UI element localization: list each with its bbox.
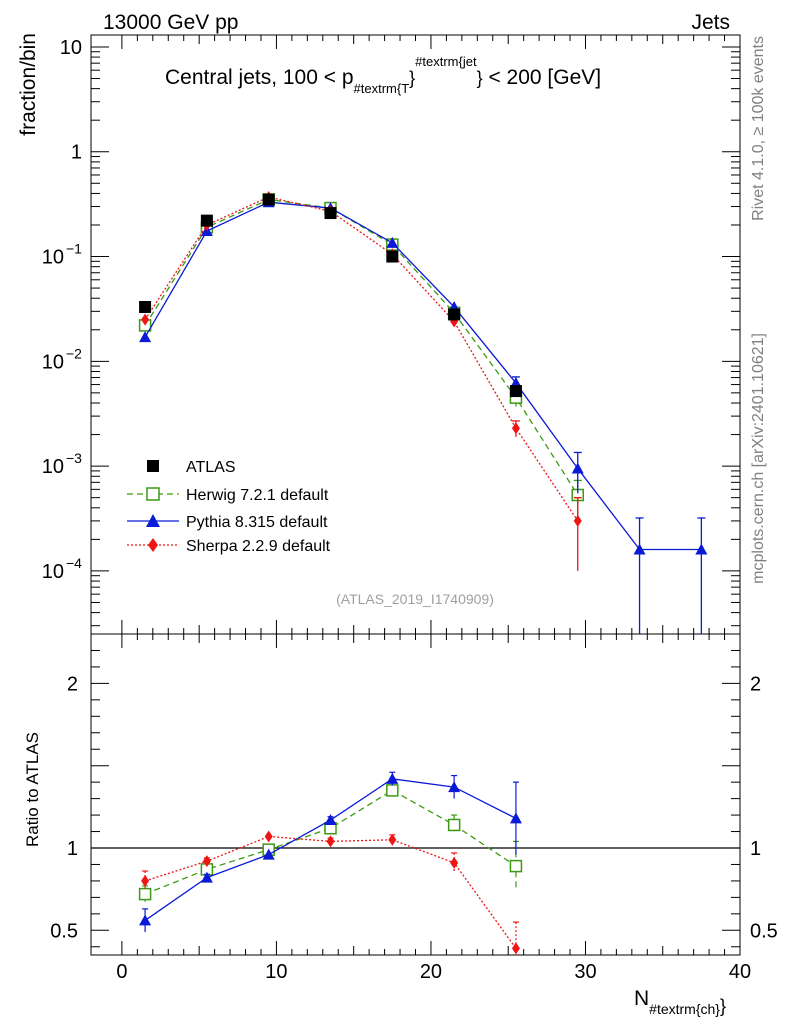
ratio-plot-frame: [90, 633, 741, 956]
series-point-2: [141, 313, 150, 326]
y-tick-label: 10: [42, 456, 64, 478]
ratio-y-tick-label-right: 0.5: [750, 920, 778, 942]
legend-herwig-label: Herwig 7.2.1 default: [186, 487, 329, 504]
y-axis-label: fraction/bin: [17, 33, 40, 136]
series-point-1: [139, 331, 152, 343]
x-tick-label: 40: [729, 961, 751, 983]
ratio-point-2: [388, 833, 397, 846]
series-point-1: [571, 462, 584, 474]
x-tick-label: 0: [116, 961, 127, 983]
legend-atlas-label: ATLAS: [186, 459, 236, 476]
ratio-y-tick-label: 1: [67, 838, 78, 860]
y-tick-label: 10: [42, 561, 64, 583]
rivet-version-label: Rivet 4.1.0, ≥ 100k events: [750, 36, 767, 221]
series-line-2: [144, 196, 579, 522]
atlas-data-point: [200, 214, 213, 227]
legend-pythia-marker: [146, 514, 160, 527]
x-axis-label: N#textrm{ch}}: [634, 987, 726, 1017]
series-point-2: [511, 422, 520, 435]
y-tick-label: 10: [42, 247, 64, 269]
mcplots-label: mcplots.cern.ch [arXiv:2401.10621]: [750, 333, 767, 584]
ratio-point-2: [202, 855, 211, 868]
y-tick-exponent: −3: [66, 450, 82, 466]
x-tick-label: 20: [420, 961, 442, 983]
ratio-point-2: [264, 830, 273, 843]
ratio-point-2: [450, 856, 459, 869]
ratio-point-0: [509, 859, 523, 873]
atlas-data-point: [509, 385, 522, 398]
y-tick-exponent: −1: [66, 241, 82, 257]
ratio-point-2: [326, 835, 335, 848]
ratio-y-tick-label: 0.5: [50, 920, 78, 942]
ratio-point-1: [324, 814, 337, 826]
series-point-1: [633, 543, 646, 555]
atlas-data-point: [324, 207, 337, 220]
legend: ATLAS Herwig 7.2.1 default Pythia 8.315 …: [127, 459, 331, 555]
ratio-line-1: [144, 778, 517, 921]
ratio-point-0: [386, 784, 399, 797]
ratio-point-1: [448, 781, 461, 793]
ratio-point-1: [509, 812, 522, 824]
y-tick-label: 10: [60, 37, 82, 59]
ratio-point-1: [200, 871, 213, 883]
legend-herwig-marker: [146, 487, 160, 501]
ratio-point-1: [262, 848, 275, 860]
series-point-2: [573, 514, 582, 527]
atlas-data-point: [448, 308, 461, 321]
process-label: Jets: [691, 11, 730, 34]
series-line-0: [144, 198, 579, 496]
atlas-data-point: [139, 300, 152, 313]
atlas-data-point: [386, 250, 399, 263]
ratio-point-2: [141, 874, 150, 887]
legend-sherpa-label: Sherpa 2.2.9 default: [186, 538, 331, 555]
legend-pythia-label: Pythia 8.315 default: [186, 514, 328, 531]
y-tick-exponent: −2: [66, 345, 82, 361]
series-point-1: [386, 236, 399, 248]
energy-label: 13000 GeV pp: [103, 11, 238, 34]
y-tick-label: 1: [71, 142, 82, 164]
x-tick-label: 30: [574, 961, 596, 983]
ratio-y-axis-label: Ratio to ATLAS: [23, 732, 42, 847]
series-line-1: [144, 201, 702, 551]
ratio-y-tick-label-right: 2: [750, 673, 761, 695]
ratio-point-1: [139, 914, 152, 926]
chart-title: Central jets, 100 < p#textrm{T}#textrm{j…: [165, 54, 601, 96]
ratio-point-1: [386, 772, 399, 784]
ratio-point-0: [447, 818, 461, 832]
analysis-id-label: (ATLAS_2019_I1740909): [336, 591, 494, 607]
ratio-point-2: [511, 942, 520, 955]
atlas-data-point: [262, 193, 275, 206]
ratio-point-0: [138, 887, 152, 901]
ratio-y-tick-label: 2: [67, 673, 78, 695]
y-tick-label: 10: [42, 351, 64, 373]
legend-atlas-marker: [147, 460, 159, 472]
ratio-y-tick-label-right: 1: [750, 838, 761, 860]
x-tick-label: 10: [265, 961, 287, 983]
legend-sherpa-marker: [148, 538, 158, 552]
y-tick-exponent: −4: [66, 555, 82, 571]
series-point-1: [695, 543, 708, 555]
ratio-line-2: [144, 835, 517, 949]
